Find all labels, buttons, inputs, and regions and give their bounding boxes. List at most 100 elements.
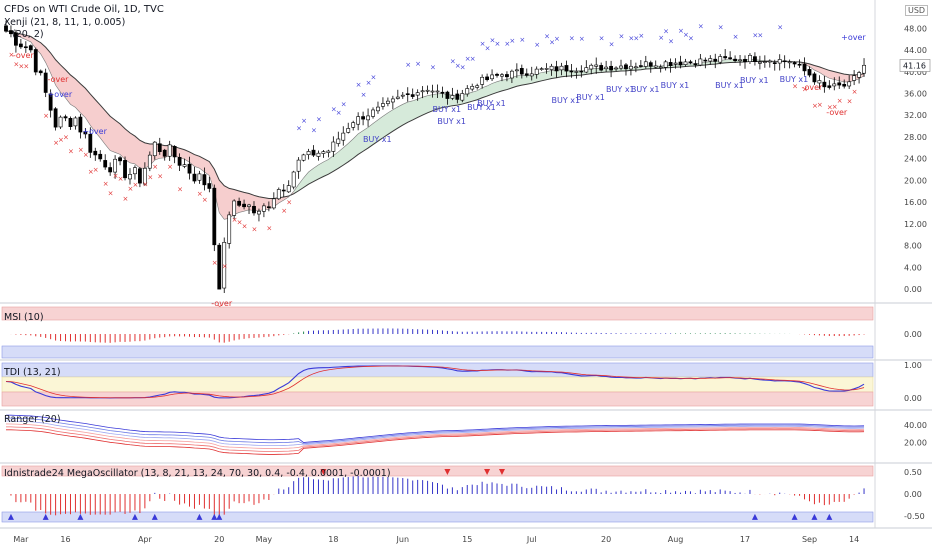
candle-up xyxy=(643,61,648,67)
candle-down xyxy=(678,61,683,66)
time-axis-label: 17 xyxy=(740,535,750,544)
signal-marker-up: × xyxy=(504,40,510,48)
mega-sell-triangle xyxy=(444,469,451,475)
candle-down xyxy=(138,168,142,184)
signal-marker-up: × xyxy=(415,60,421,68)
candle-down xyxy=(78,116,83,133)
over-up-label: +over xyxy=(48,90,73,99)
candle-up xyxy=(371,109,375,117)
candle-up xyxy=(683,61,688,65)
candle-down xyxy=(281,189,286,192)
candle-down xyxy=(445,91,450,99)
candle-down xyxy=(118,157,122,162)
signal-marker-up: × xyxy=(544,32,550,40)
signal-marker-up: × xyxy=(609,41,615,49)
signal-marker-down: × xyxy=(852,88,858,96)
panel-tick-label: 0.50 xyxy=(904,468,922,477)
candle-up xyxy=(142,167,147,185)
candle-down xyxy=(88,133,93,153)
signal-marker-up: × xyxy=(683,31,689,39)
candle-down xyxy=(599,65,604,71)
chart-title: CFDs on WTI Crude Oil, 1D, TVC xyxy=(4,4,164,15)
candle-down xyxy=(157,143,162,152)
mega-buy-triangle xyxy=(131,513,138,520)
signal-marker-down: × xyxy=(286,199,292,207)
candle-down xyxy=(237,200,242,206)
signal-marker-down: × xyxy=(812,102,818,110)
candle-up xyxy=(857,72,861,78)
signal-marker-up: × xyxy=(455,62,461,70)
signal-marker-down: × xyxy=(8,51,14,59)
price-tick-label: 12.00 xyxy=(904,220,927,229)
price-tick-label: 48.00 xyxy=(904,24,927,33)
candle-down xyxy=(410,94,415,97)
signal-marker-up: × xyxy=(405,61,411,69)
candle-down xyxy=(693,63,698,66)
candle-up xyxy=(356,116,361,125)
signal-marker-up: × xyxy=(668,37,674,45)
tdi-middle-band xyxy=(1,376,874,393)
candle-down xyxy=(405,93,410,95)
time-axis-label: Aug xyxy=(668,535,684,544)
candle-down xyxy=(609,65,613,71)
signal-marker-up: × xyxy=(534,41,540,49)
signal-marker-down: × xyxy=(63,133,69,141)
price-tick-label: 40.00 xyxy=(904,68,927,77)
candle-down xyxy=(217,244,222,290)
candle-up xyxy=(718,56,723,63)
candle-down xyxy=(782,60,787,63)
over-down-label: -over xyxy=(13,51,35,60)
signal-marker-up: × xyxy=(554,35,560,43)
candle-up xyxy=(306,151,311,156)
candle-up xyxy=(58,116,63,128)
candle-up xyxy=(351,122,356,128)
trend-cloud xyxy=(293,59,795,194)
candle-down xyxy=(485,76,489,81)
panel-tick-label: 1.00 xyxy=(904,361,922,370)
candle-up xyxy=(227,214,232,244)
candle-up xyxy=(460,93,465,101)
signal-marker-up: × xyxy=(509,37,515,45)
buy-signal-label: BUY x1 xyxy=(780,75,809,84)
candle-up xyxy=(847,81,852,87)
time-axis-label: 15 xyxy=(462,535,472,544)
price-tick-label: 28.00 xyxy=(904,133,927,142)
candle-up xyxy=(257,210,261,215)
candle-down xyxy=(753,56,757,63)
candle-up xyxy=(222,242,227,289)
buy-signal-label: BUY x1 xyxy=(740,76,769,85)
ranger-line xyxy=(5,420,865,447)
signal-marker-down: × xyxy=(152,163,158,171)
candle-down xyxy=(579,70,584,73)
signal-marker-down: × xyxy=(281,207,287,215)
signal-marker-up: × xyxy=(361,91,367,99)
candle-up xyxy=(544,68,549,70)
candle-down xyxy=(187,163,192,174)
candle-down xyxy=(564,65,569,72)
ranger-line xyxy=(5,426,865,452)
signal-marker-down: × xyxy=(177,185,183,193)
candle-down xyxy=(4,25,8,32)
buy-signal-label: BUY x1 xyxy=(467,103,496,112)
indicator-legend-2: (20, 2) xyxy=(12,29,44,40)
candle-down xyxy=(822,81,827,88)
slow-line xyxy=(5,30,865,200)
candle-up xyxy=(182,164,187,167)
chart-title-text: CFDs on WTI Crude Oil, 1D, TVC xyxy=(4,4,164,15)
time-axis-label: Jun xyxy=(396,535,410,544)
candle-up xyxy=(152,141,157,157)
time-axis-label: Sep xyxy=(802,535,817,544)
candle-down xyxy=(638,65,643,67)
signal-marker-up: × xyxy=(450,57,456,65)
candle-up xyxy=(113,158,118,173)
candle-up xyxy=(232,200,237,216)
mega-sell-triangle xyxy=(498,469,505,475)
ranger-line xyxy=(5,417,865,445)
candle-down xyxy=(519,68,524,75)
signal-marker-down: × xyxy=(251,225,257,233)
candle-up xyxy=(197,173,202,181)
candle-up xyxy=(574,71,579,73)
ranger-line xyxy=(5,429,865,455)
candle-up xyxy=(420,90,425,93)
